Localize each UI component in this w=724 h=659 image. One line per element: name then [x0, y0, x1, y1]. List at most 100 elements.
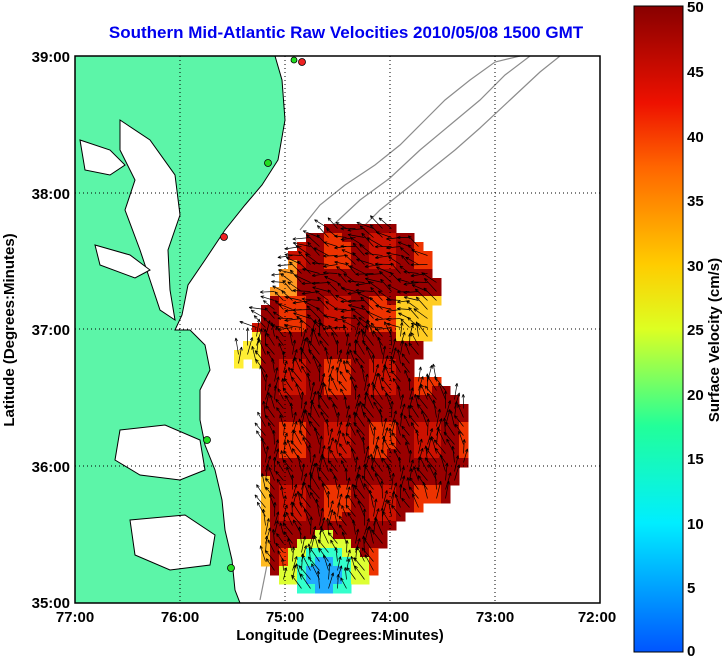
- velocity-arrow: [274, 367, 279, 382]
- velocity-cell: [423, 260, 433, 270]
- velocity-arrow: [372, 426, 377, 445]
- velocity-cell: [306, 512, 316, 522]
- velocity-arrow: [433, 439, 446, 454]
- velocity-arrow: [281, 290, 293, 301]
- velocity-cell: [333, 260, 343, 270]
- x-axis-label: Longitude (Degrees:Minutes): [236, 627, 444, 644]
- velocity-arrow: [427, 428, 434, 445]
- velocity-arrow: [302, 268, 320, 274]
- velocity-cell: [288, 467, 298, 477]
- velocity-arrow: [327, 289, 338, 301]
- velocity-arrow: [347, 299, 365, 304]
- velocity-cell: [414, 485, 424, 495]
- velocity-cell: [369, 539, 379, 549]
- velocity-arrow: [281, 558, 285, 571]
- velocity-cell: [378, 350, 388, 360]
- station-marker: [203, 436, 211, 444]
- velocity-arrow: [337, 282, 347, 292]
- velocity-cell: [324, 224, 334, 234]
- velocity-cell: [324, 233, 334, 243]
- velocity-cell: [270, 449, 280, 459]
- velocity-cell: [351, 422, 361, 432]
- velocity-arrow: [335, 339, 340, 355]
- velocity-cell: [351, 332, 361, 342]
- velocity-arrow: [376, 266, 392, 274]
- velocity-cell: [279, 431, 289, 441]
- velocity-arrow: [371, 529, 383, 544]
- velocity-arrow: [366, 237, 383, 247]
- velocity-cell: [360, 359, 370, 369]
- velocity-cell: [369, 521, 379, 531]
- velocity-arrow: [317, 332, 329, 346]
- velocity-cell: [324, 431, 334, 441]
- velocity-arrow: [289, 402, 294, 418]
- velocity-cell: [405, 503, 415, 513]
- velocity-arrow: [306, 372, 311, 391]
- velocity-arrow: [355, 528, 360, 544]
- velocity-arrow: [402, 487, 410, 499]
- velocity-arrow: [319, 373, 326, 391]
- velocity-cell: [369, 557, 379, 567]
- velocity-arrow: [341, 504, 347, 517]
- colorbar: [633, 5, 684, 653]
- velocity-arrow: [331, 377, 338, 391]
- velocity-arrow: [276, 460, 284, 472]
- velocity-cell: [432, 377, 442, 387]
- velocity-arrow: [436, 480, 442, 499]
- velocity-arrow: [316, 234, 329, 247]
- velocity-arrow: [377, 290, 392, 301]
- velocity-arrow: [385, 392, 392, 409]
- velocity-arrow: [265, 383, 271, 400]
- velocity-cell: [405, 233, 415, 243]
- velocity-cell: [297, 278, 307, 288]
- velocity-cell: [279, 395, 289, 405]
- velocity-cell: [315, 242, 325, 252]
- velocity-arrow: [386, 251, 401, 256]
- velocity-cell: [270, 359, 280, 369]
- velocity-arrow: [389, 355, 394, 373]
- velocity-arrow: [463, 448, 469, 463]
- velocity-arrow: [345, 262, 356, 274]
- velocity-cell: [396, 251, 406, 261]
- velocity-cell: [405, 251, 415, 261]
- velocity-arrow: [330, 449, 338, 463]
- velocity-cell: [378, 413, 388, 423]
- velocity-arrow: [339, 370, 347, 382]
- velocity-arrow: [364, 445, 370, 463]
- velocity-arrow: [353, 493, 365, 508]
- velocity-arrow: [302, 230, 320, 238]
- velocity-arrow: [334, 307, 347, 311]
- velocity-arrow: [401, 434, 410, 445]
- velocity-cell: [351, 566, 361, 576]
- velocity-arrow: [256, 318, 261, 337]
- velocity-arrow: [418, 438, 423, 454]
- velocity-arrow: [355, 456, 359, 472]
- velocity-arrow: [316, 225, 329, 238]
- velocity-cell: [288, 341, 298, 351]
- velocity-arrow: [272, 429, 276, 445]
- velocity-cell: [270, 341, 280, 351]
- velocity-cell: [414, 494, 424, 504]
- velocity-arrow: [300, 348, 311, 364]
- velocity-cell: [306, 431, 316, 441]
- velocity-arrow: [386, 309, 401, 313]
- velocity-cell: [297, 431, 307, 441]
- velocity-arrow: [346, 441, 356, 454]
- velocity-cell: [315, 458, 325, 468]
- velocity-cell: [342, 413, 352, 423]
- velocity-arrow: [312, 328, 320, 346]
- velocity-cell: [279, 296, 289, 306]
- velocity-cell: [261, 467, 271, 477]
- velocity-cell: [270, 314, 280, 324]
- velocity-arrow: [334, 254, 347, 259]
- velocity-arrow: [347, 494, 356, 508]
- velocity-arrow: [274, 300, 284, 310]
- velocity-cell: [306, 458, 316, 468]
- velocity-arrow: [314, 219, 329, 229]
- velocity-cell: [369, 404, 379, 414]
- velocity-cell: [288, 512, 298, 522]
- velocity-arrow: [301, 463, 306, 481]
- velocity-arrow: [334, 439, 338, 454]
- velocity-arrow: [263, 328, 267, 346]
- velocity-arrow: [323, 314, 338, 319]
